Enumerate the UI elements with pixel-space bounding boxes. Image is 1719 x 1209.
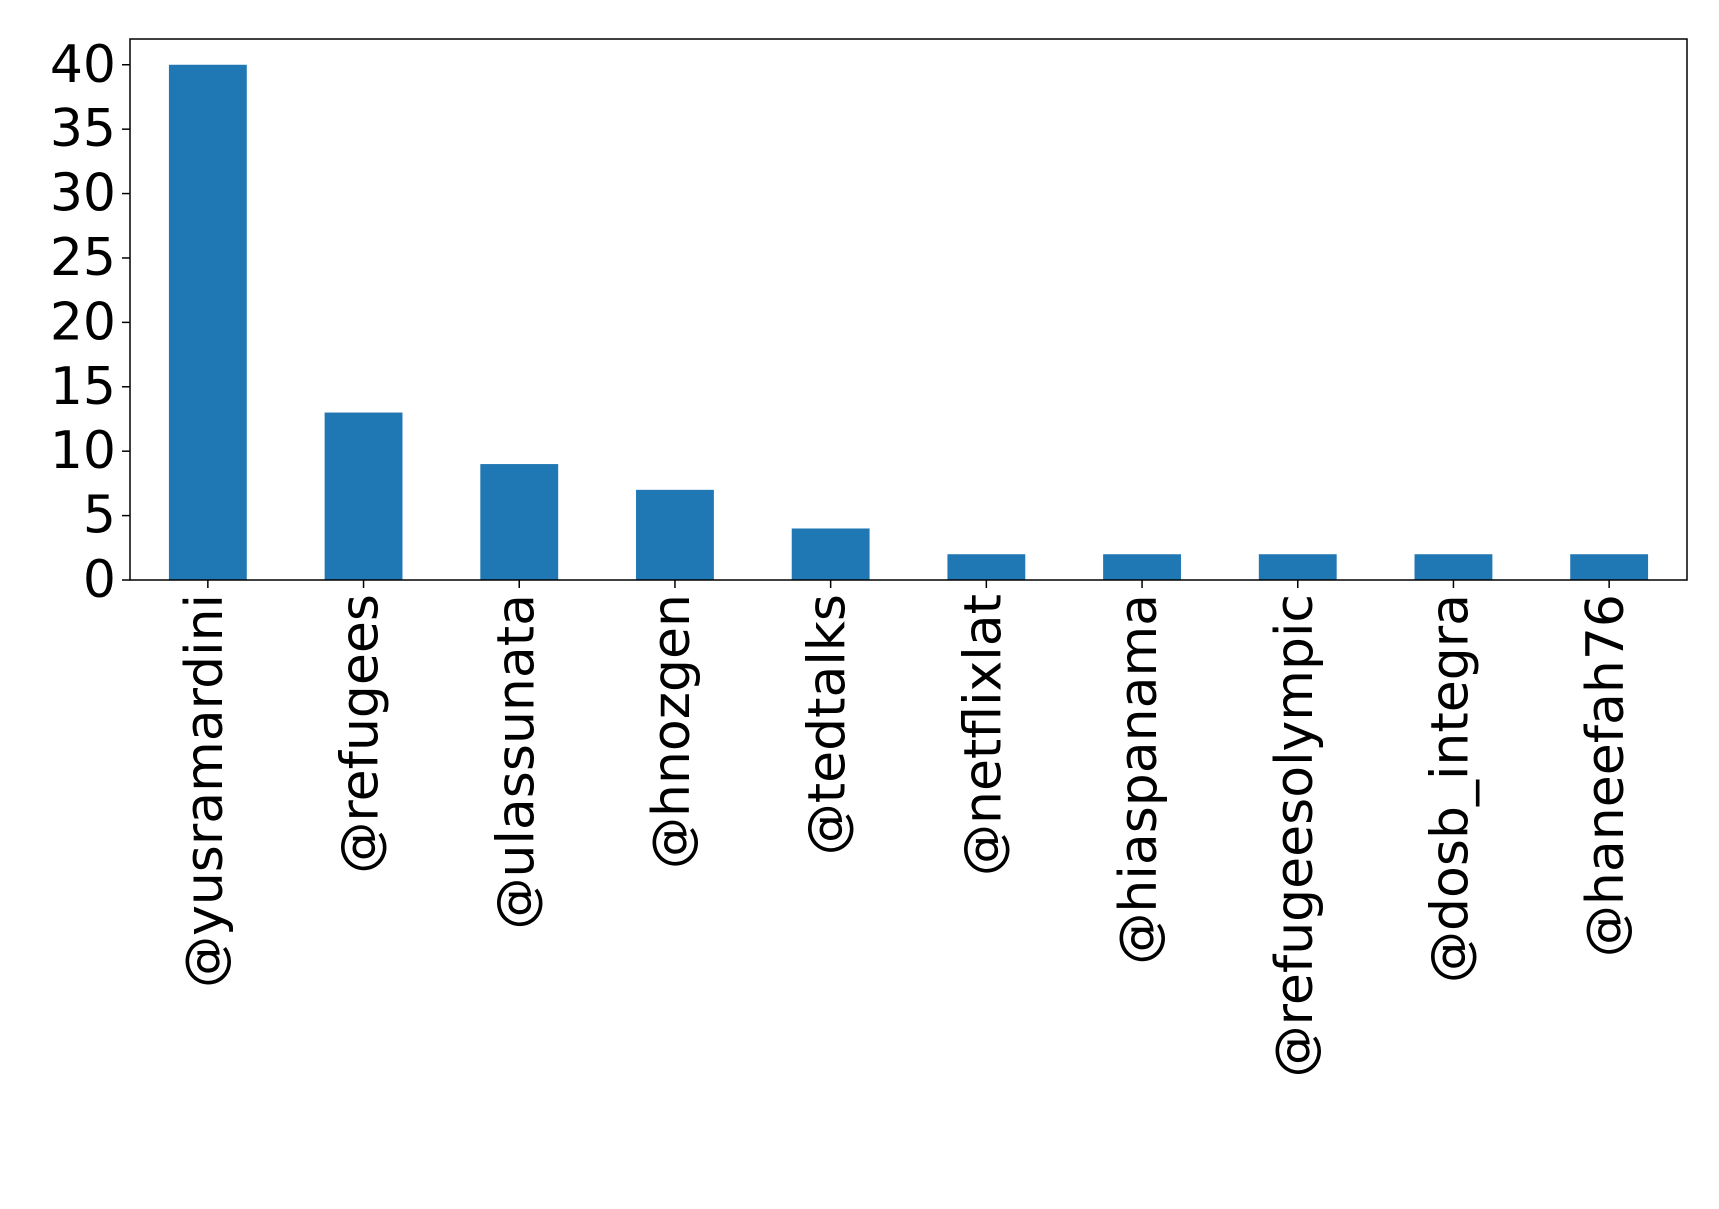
- x-tick-label: @hiaspanama: [1109, 594, 1169, 965]
- y-tick-label: 35: [50, 99, 116, 159]
- bar: [1570, 554, 1649, 580]
- y-tick-label: 0: [83, 550, 116, 610]
- bar: [168, 64, 247, 580]
- x-tick-label: @tedtalks: [798, 594, 858, 855]
- x-tick-label: @refugees: [331, 594, 391, 874]
- x-tick-label: @ulassunata: [486, 594, 546, 930]
- y-tick-label: 25: [50, 228, 116, 288]
- bar: [324, 412, 403, 580]
- bar: [1414, 554, 1493, 580]
- x-tick-label: @netflixlat: [953, 594, 1013, 876]
- bar: [480, 464, 559, 580]
- bar: [947, 554, 1026, 580]
- y-tick-label: 40: [50, 35, 116, 95]
- x-tick-label: @dosb_integra: [1420, 594, 1480, 983]
- x-tick-label: @refugeesolympic: [1265, 594, 1325, 1077]
- x-tick-label: @haneefah76: [1576, 594, 1636, 957]
- y-tick-label: 30: [50, 164, 116, 224]
- x-tick-label: @hnozgen: [642, 594, 702, 869]
- bar: [1258, 554, 1337, 580]
- plot-frame: [129, 38, 1688, 581]
- y-tick-label: 20: [50, 292, 116, 352]
- y-tick-label: 15: [50, 357, 116, 417]
- bar: [1103, 554, 1181, 580]
- bar: [636, 489, 714, 580]
- bar: [791, 528, 870, 580]
- y-tick-label: 5: [83, 486, 116, 546]
- y-tick-label: 10: [50, 421, 116, 481]
- x-tick-label: @yusramardini: [175, 594, 235, 988]
